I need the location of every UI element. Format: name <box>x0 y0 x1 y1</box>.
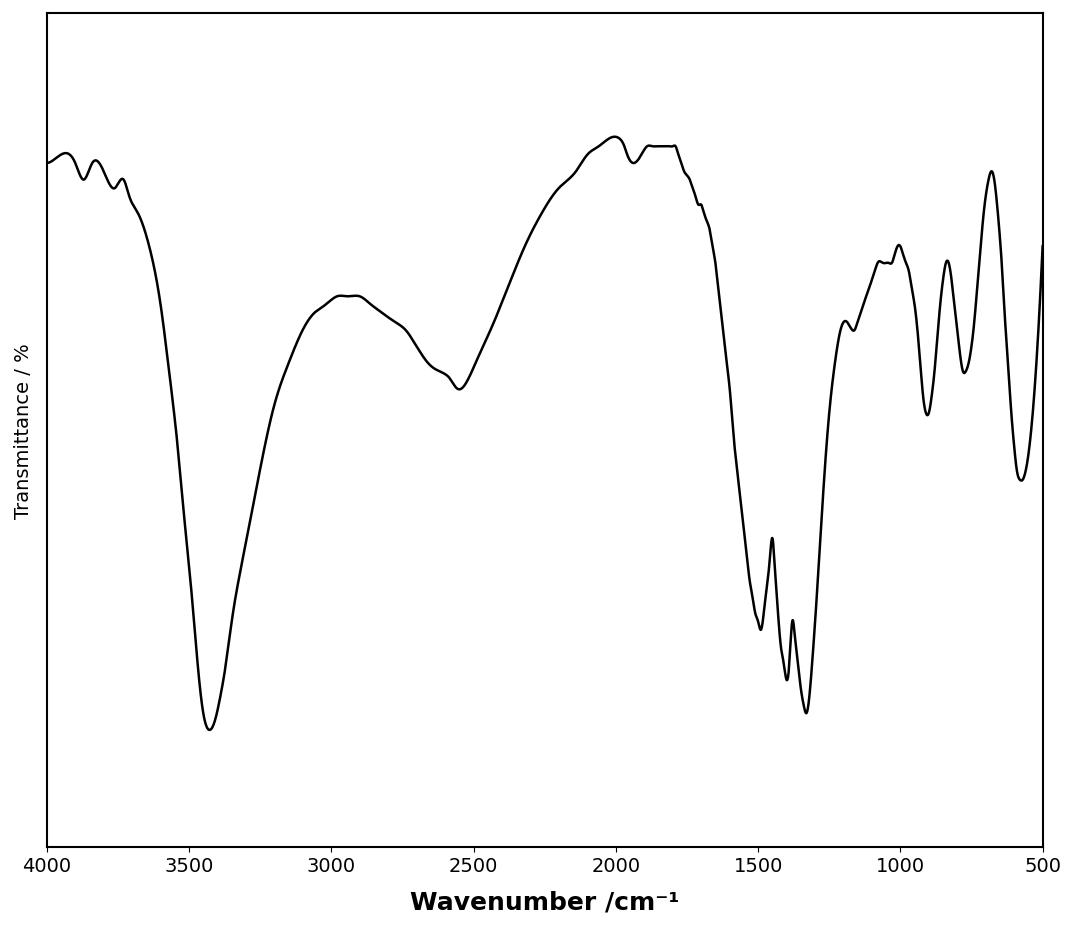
Y-axis label: Transmittance / %: Transmittance / % <box>14 342 33 518</box>
X-axis label: Wavenumber /cm⁻¹: Wavenumber /cm⁻¹ <box>410 889 679 913</box>
